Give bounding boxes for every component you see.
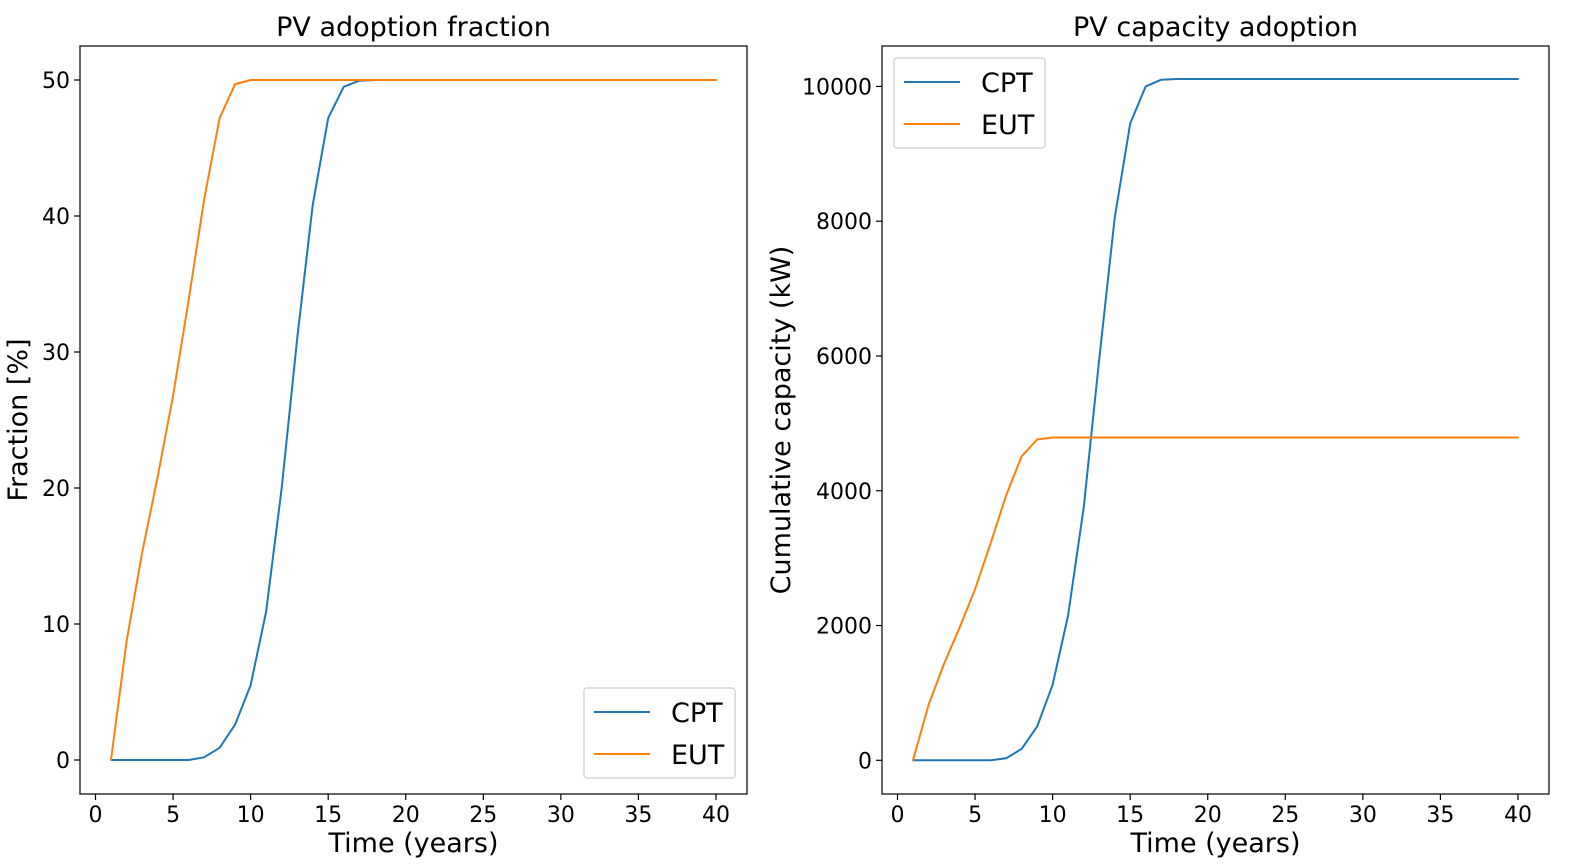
x-axis-label: Time (years) <box>1129 828 1300 859</box>
plot-frame <box>881 45 1550 795</box>
y-tick-label: 2000 <box>816 615 872 640</box>
legend-label-eut: EUT <box>671 740 725 771</box>
x-tick-label: 30 <box>1349 803 1377 828</box>
x-tick-label: 40 <box>702 803 730 828</box>
x-tick-label: 0 <box>891 803 905 828</box>
y-tick-label: 0 <box>858 749 872 774</box>
x-tick-label: 35 <box>1426 803 1454 828</box>
x-tick-label: 20 <box>1194 803 1222 828</box>
legend-label-cpt: CPT <box>981 68 1033 99</box>
y-axis-label: Cumulative capacity (kW) <box>766 246 797 595</box>
series-line-cpt <box>110 79 717 761</box>
chart-panel-1: 0 5 10 15 20 25 30 35 40 0 10 20 30 40 50 PV adoption f… <box>3 12 748 859</box>
y-tick-label: 30 <box>42 341 70 366</box>
y-tick-label: 0 <box>56 749 70 774</box>
x-tick-label: 10 <box>1039 803 1067 828</box>
x-tick-label: 20 <box>392 803 420 828</box>
x-tick-label: 15 <box>314 803 342 828</box>
legend: CPT EUT <box>583 687 736 779</box>
chart-title: PV capacity adoption <box>1073 12 1358 43</box>
legend-box <box>583 687 736 779</box>
x-tick-label: 5 <box>166 803 180 828</box>
x-tick-label: 25 <box>469 803 497 828</box>
y-tick-label: 10 <box>42 613 70 638</box>
y-tick-label: 8000 <box>816 210 872 235</box>
plot-frame <box>79 45 748 795</box>
x-tick-label: 35 <box>624 803 652 828</box>
x-tick-label: 30 <box>547 803 575 828</box>
legend: CPT EUT <box>893 57 1046 149</box>
legend-label-cpt: CPT <box>671 698 723 729</box>
x-axis-label: Time (years) <box>327 828 498 859</box>
legend-label-eut: EUT <box>981 110 1035 141</box>
series-line-eut <box>110 79 717 761</box>
y-tick-label: 10000 <box>802 75 872 100</box>
y-tick-label: 4000 <box>816 480 872 505</box>
x-tick-label: 25 <box>1271 803 1299 828</box>
y-tick-label: 6000 <box>816 345 872 370</box>
legend-box <box>893 57 1046 149</box>
x-tick-label: 0 <box>89 803 103 828</box>
x-tick-label: 5 <box>968 803 982 828</box>
x-tick-label: 10 <box>237 803 265 828</box>
x-tick-label: 15 <box>1116 803 1144 828</box>
y-axis-label: Fraction [%] <box>3 338 34 501</box>
series-line-cpt <box>912 78 1519 762</box>
chart-panel-2: 0 5 10 15 20 25 30 35 40 0 2000 4000 6000 8000 10000 PV… <box>766 12 1550 859</box>
chart-title: PV adoption fraction <box>276 12 551 43</box>
y-tick-label: 40 <box>42 205 70 230</box>
x-tick-label: 40 <box>1504 803 1532 828</box>
series-line-eut <box>912 436 1519 762</box>
y-tick-label: 20 <box>42 477 70 502</box>
y-tick-label: 50 <box>42 69 70 94</box>
